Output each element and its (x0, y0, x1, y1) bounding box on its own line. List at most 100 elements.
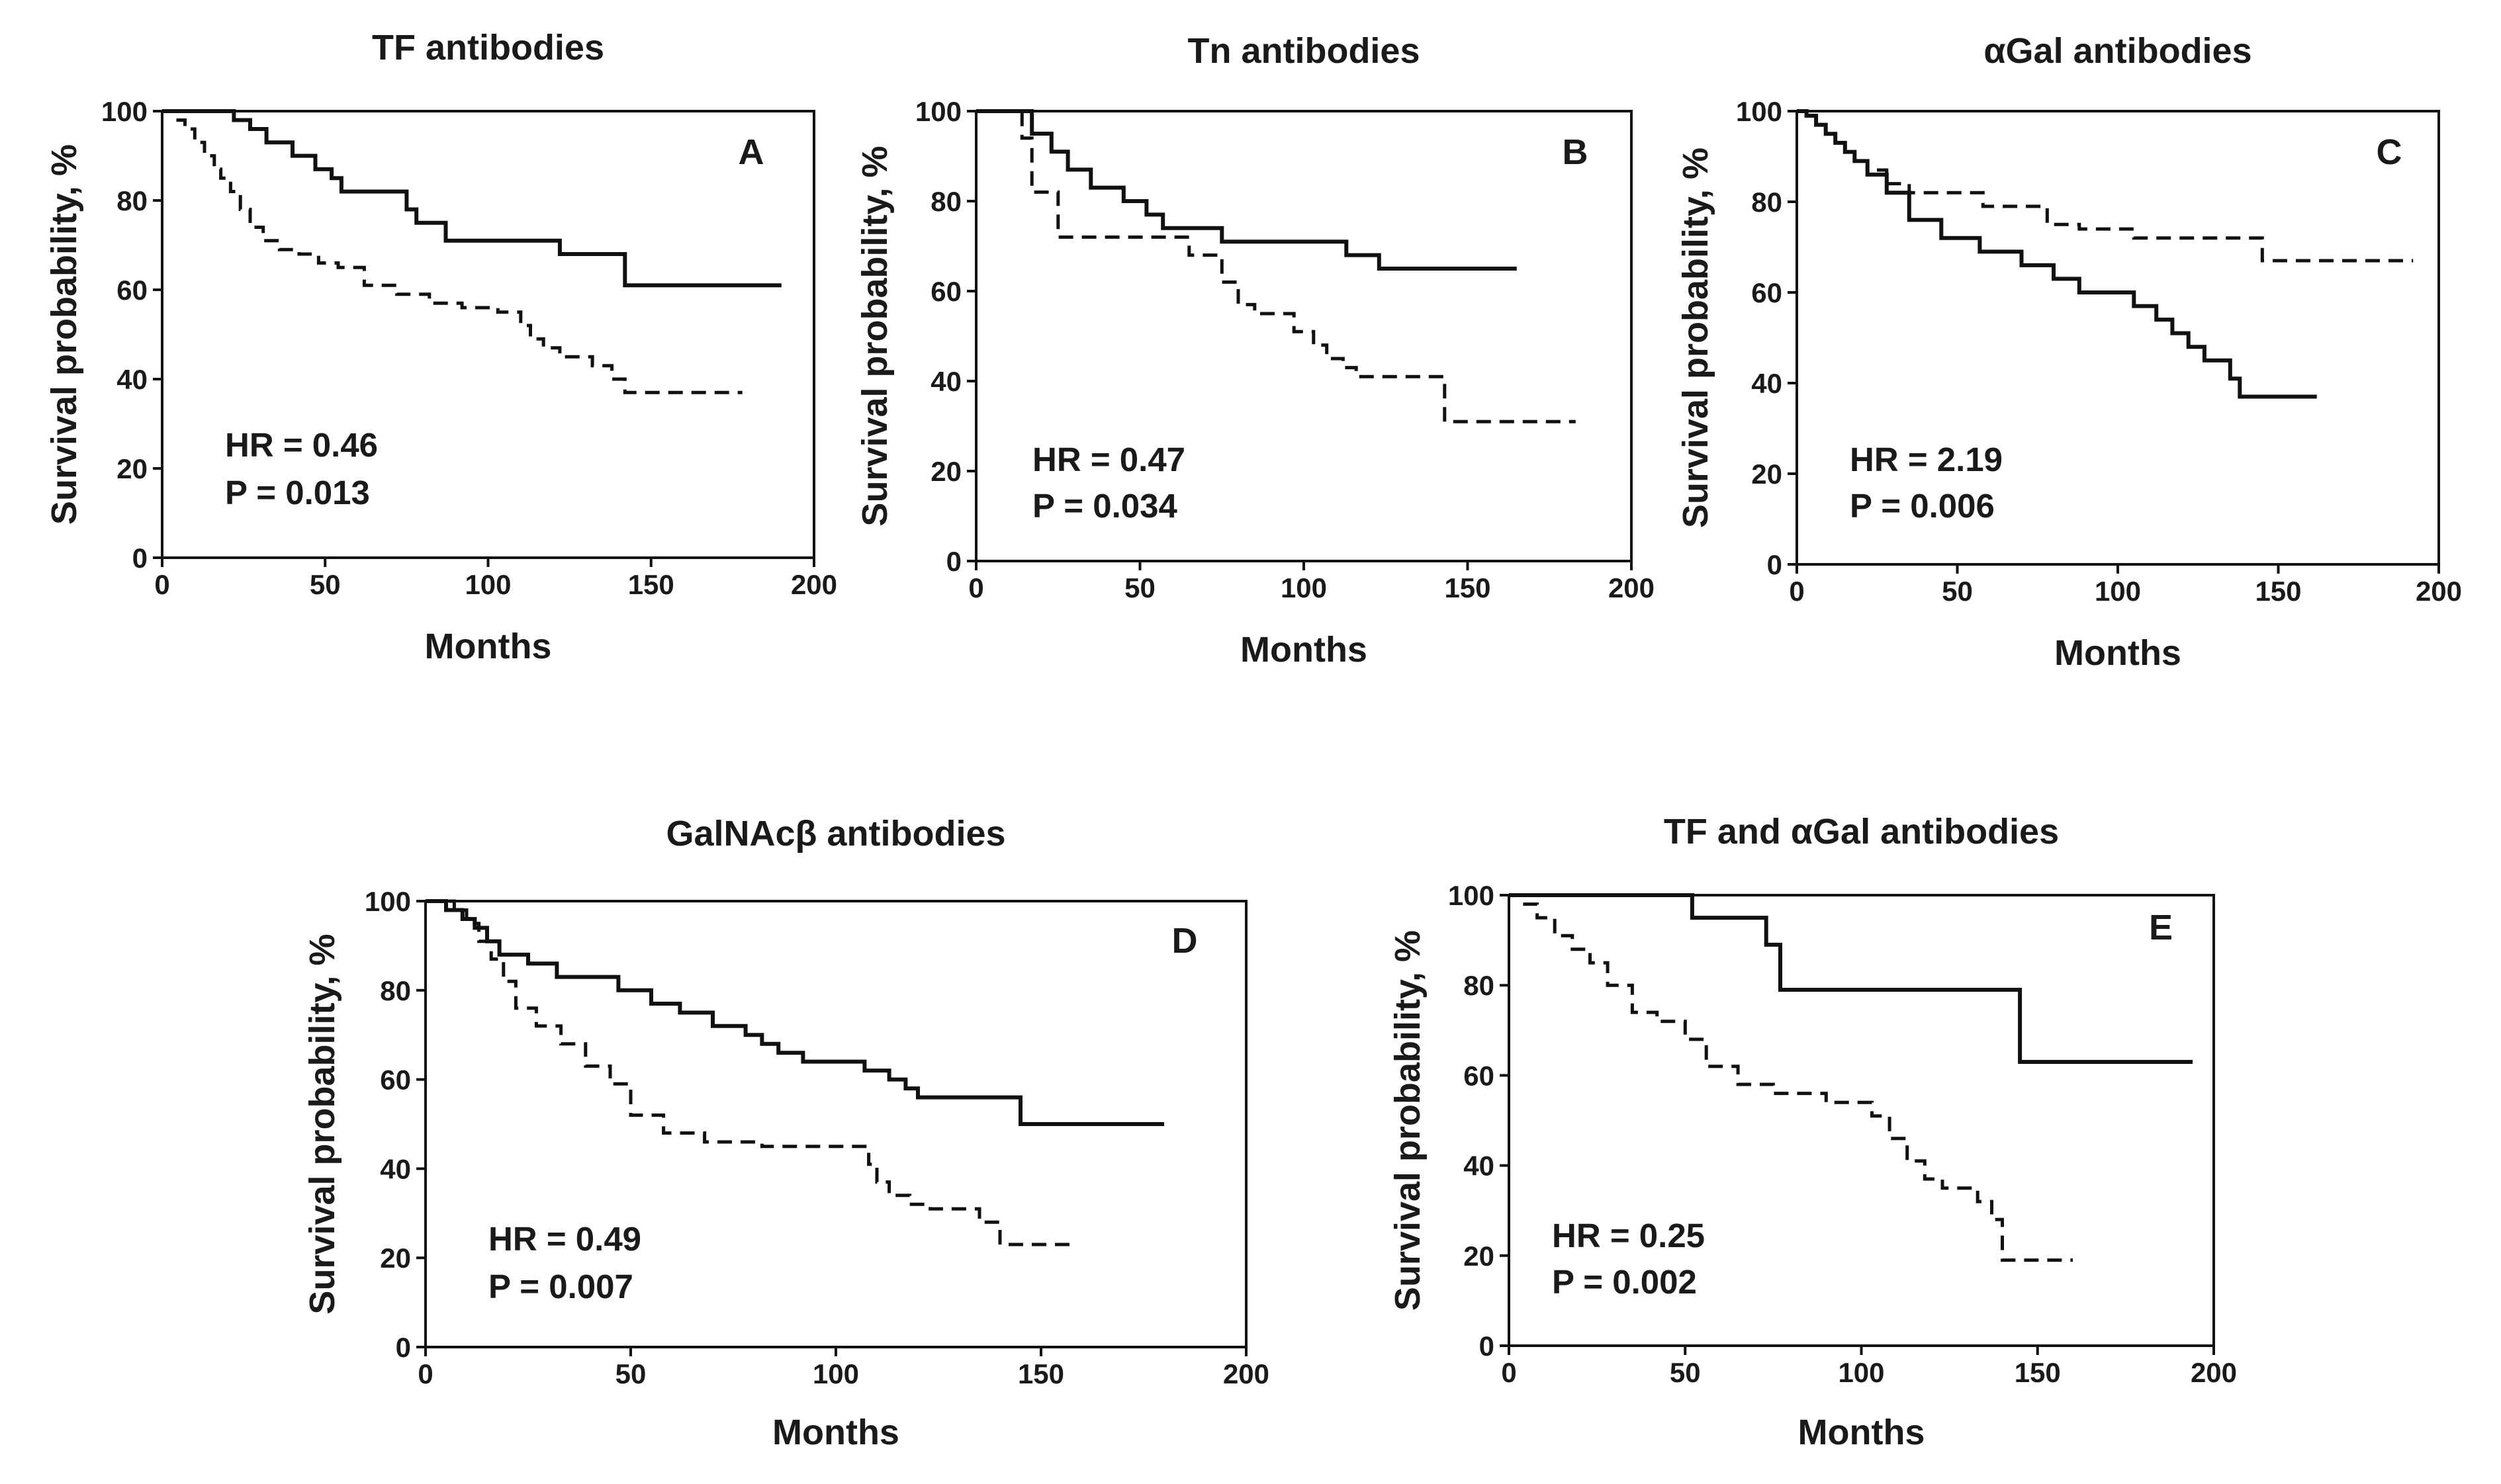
y-tick-label: 20 (380, 1243, 411, 1274)
survival-curve-solid (976, 109, 1517, 271)
y-tick-label: 40 (1463, 1151, 1494, 1182)
x-tick-label: 50 (310, 569, 341, 600)
x-axis-label: Months (1240, 630, 1367, 670)
survival-curve-dashed (1509, 893, 2073, 1262)
survival-panel: TF antibodies 0 50 100 150 200 0 20 40 60 80 100 Mon… (44, 28, 837, 666)
survival-panel: αGal antibodies 0 50 100 150 200 0 20 40 60 80 100 M… (1676, 31, 2462, 673)
x-tick-label: 0 (968, 572, 983, 603)
hazard-ratio-text: HR = 2.19 (1850, 441, 2003, 478)
x-axis-label: Months (772, 1413, 899, 1452)
y-axis-label: Survival probability, % (1676, 148, 1715, 528)
x-tick-label: 200 (1608, 572, 1655, 603)
hazard-ratio-text: HR = 0.47 (1032, 441, 1185, 478)
x-tick-label: 100 (1838, 1357, 1884, 1388)
y-tick-label: 20 (931, 456, 962, 487)
y-tick-label: 0 (1479, 1331, 1494, 1362)
x-tick-label: 200 (2416, 576, 2462, 607)
y-axis-label: Survival probability, % (1388, 930, 1428, 1311)
y-tick-label: 60 (116, 275, 148, 306)
survival-curve-solid (1797, 109, 2317, 399)
y-tick-label: 0 (946, 546, 962, 577)
y-tick-label: 60 (931, 276, 962, 307)
survival-curve-dashed (976, 109, 1576, 423)
panel-title: GalNAcβ antibodies (666, 814, 1005, 853)
y-tick-label: 20 (1463, 1241, 1494, 1272)
y-tick-label: 40 (931, 366, 962, 397)
survival-curve-solid (162, 109, 782, 288)
x-tick-label: 150 (2015, 1357, 2061, 1388)
y-tick-label: 60 (380, 1065, 411, 1096)
hazard-ratio-text: HR = 0.46 (225, 426, 378, 464)
x-tick-label: 0 (1789, 576, 1804, 607)
panel-title: αGal antibodies (1983, 31, 2251, 71)
panel-label: A (739, 132, 764, 172)
hazard-ratio-text: HR = 0.25 (1552, 1217, 1705, 1254)
x-tick-label: 0 (154, 569, 169, 600)
x-tick-label: 0 (418, 1358, 433, 1389)
survival-panel: Tn antibodies 0 50 100 150 200 0 20 40 60 80 100 Mon… (855, 31, 1655, 670)
y-tick-label: 0 (132, 543, 148, 574)
x-tick-label: 50 (1670, 1357, 1701, 1388)
x-tick-label: 100 (2095, 576, 2141, 607)
p-value-text: P = 0.002 (1552, 1263, 1697, 1301)
panel-title: TF antibodies (372, 28, 604, 67)
panel-label: D (1172, 921, 1198, 961)
hazard-ratio-text: HR = 0.49 (488, 1220, 641, 1258)
x-tick-label: 50 (1124, 572, 1156, 603)
x-tick-label: 200 (2191, 1357, 2237, 1388)
p-value-text: P = 0.007 (488, 1268, 633, 1305)
y-tick-label: 0 (396, 1332, 411, 1363)
y-tick-label: 0 (1767, 549, 1782, 580)
y-axis-label: Survival probability, % (44, 144, 84, 525)
x-tick-label: 150 (2255, 576, 2301, 607)
survival-curve-solid (1509, 893, 2193, 1064)
panel-title: TF and αGal antibodies (1664, 812, 2059, 851)
y-tick-label: 80 (1751, 187, 1782, 218)
y-tick-label: 100 (915, 96, 962, 127)
y-tick-label: 60 (1751, 277, 1782, 308)
survival-curve-solid (426, 899, 1164, 1126)
p-value-text: P = 0.006 (1850, 487, 1995, 525)
p-value-text: P = 0.034 (1032, 487, 1177, 525)
y-tick-label: 100 (1736, 96, 1782, 127)
y-tick-label: 80 (380, 975, 411, 1006)
y-tick-label: 60 (1463, 1060, 1494, 1091)
y-tick-label: 100 (365, 886, 411, 917)
p-value-text: P = 0.013 (225, 474, 370, 511)
y-tick-label: 80 (116, 185, 148, 216)
x-axis-label: Months (1798, 1413, 1925, 1452)
y-tick-label: 80 (931, 186, 962, 217)
y-tick-label: 40 (380, 1153, 411, 1184)
x-tick-label: 150 (628, 569, 674, 600)
survival-curve-dashed (426, 899, 1074, 1246)
y-axis-label: Survival probability, % (302, 934, 342, 1314)
panel-title: Tn antibodies (1188, 31, 1420, 71)
y-tick-label: 80 (1463, 970, 1494, 1001)
x-tick-label: 100 (465, 569, 511, 600)
x-tick-label: 100 (1281, 572, 1327, 603)
panel-label: E (2149, 908, 2173, 947)
x-tick-label: 200 (1223, 1358, 1269, 1389)
y-tick-label: 40 (116, 364, 148, 395)
x-tick-label: 150 (1018, 1358, 1064, 1389)
y-tick-label: 20 (1751, 458, 1782, 490)
survival-curve-dashed (1797, 109, 2414, 263)
x-tick-label: 100 (813, 1358, 859, 1389)
y-tick-label: 40 (1751, 368, 1782, 399)
y-tick-label: 20 (116, 453, 148, 484)
panel-label: B (1563, 132, 1588, 172)
y-tick-label: 100 (101, 96, 148, 127)
x-tick-label: 50 (615, 1358, 647, 1389)
y-tick-label: 100 (1448, 880, 1494, 911)
x-tick-label: 0 (1501, 1357, 1516, 1388)
x-tick-label: 200 (791, 569, 837, 600)
x-tick-label: 150 (1444, 572, 1490, 603)
panel-label: C (2377, 132, 2402, 172)
x-axis-label: Months (425, 627, 552, 666)
y-axis-label: Survival probability, % (855, 146, 895, 526)
survival-panel: TF and αGal antibodies 0 50 100 150 200 0 20 40 6… (1388, 812, 2237, 1452)
x-tick-label: 50 (1942, 576, 1973, 607)
x-axis-label: Months (2054, 633, 2181, 673)
survival-panel: GalNAcβ antibodies 0 50 100 150 200 0 20 40 60 80 1… (302, 814, 1269, 1452)
